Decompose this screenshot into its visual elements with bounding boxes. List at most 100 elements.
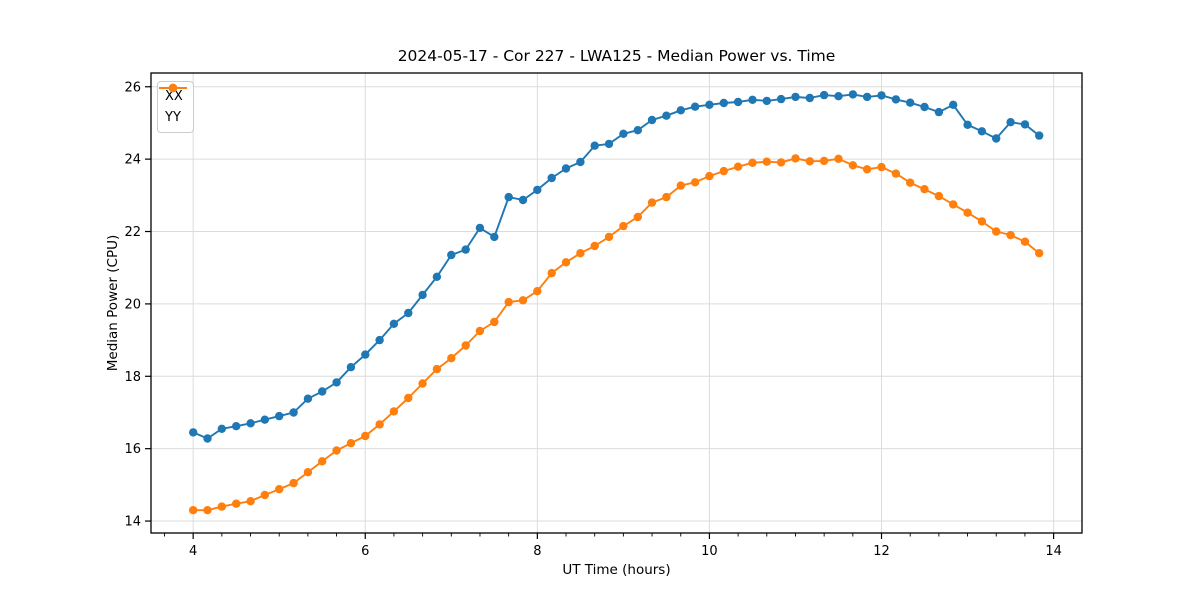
data-point-xx	[1006, 118, 1015, 127]
data-point-yy	[547, 268, 556, 278]
legend-item-yy: YY	[159, 83, 187, 127]
y-tick-label: 20	[124, 297, 141, 312]
x-tick-label: 12	[873, 544, 890, 559]
data-point-xx	[805, 93, 814, 103]
data-point-xx	[504, 192, 513, 202]
axis-ticks	[145, 86, 1055, 539]
data-point-yy	[418, 379, 427, 388]
data-point-yy	[662, 192, 671, 202]
data-point-xx	[977, 127, 987, 136]
data-point-yy	[590, 241, 599, 251]
data-point-yy	[619, 221, 628, 231]
data-point-xx	[318, 387, 327, 396]
data-point-xx	[447, 250, 456, 260]
data-point-xx	[949, 100, 958, 110]
data-point-yy	[1020, 237, 1030, 246]
data-point-yy	[748, 158, 757, 167]
data-point-xx	[590, 141, 599, 150]
data-point-yy	[891, 169, 901, 178]
data-point-xx	[934, 107, 944, 117]
plot-border	[150, 72, 1083, 534]
data-point-yy	[647, 198, 657, 207]
data-point-yy	[490, 317, 499, 327]
data-point-yy	[447, 354, 456, 363]
data-point-yy	[260, 490, 269, 500]
data-point-xx	[217, 424, 226, 433]
x-tick-label: 6	[361, 544, 369, 559]
data-point-yy	[920, 185, 929, 194]
data-point-yy	[461, 341, 470, 350]
data-point-yy	[318, 457, 327, 466]
data-point-xx	[776, 94, 786, 104]
data-point-xx	[389, 319, 399, 328]
data-point-xx	[906, 98, 915, 107]
y-tick-label: 16	[124, 442, 141, 457]
y-tick-label: 18	[124, 370, 141, 385]
data-point-xx	[862, 92, 872, 102]
data-point-xx	[490, 232, 499, 242]
data-point-yy	[791, 154, 800, 163]
data-point-xx	[361, 350, 370, 359]
x-tick-label: 4	[189, 544, 197, 559]
data-point-yy	[189, 506, 198, 515]
data-point-xx	[719, 98, 728, 108]
y-tick-label: 26	[124, 80, 141, 95]
data-point-xx	[418, 290, 427, 300]
data-point-yy	[303, 468, 313, 477]
data-point-yy	[533, 287, 542, 296]
data-point-xx	[246, 419, 255, 428]
data-point-yy	[963, 208, 972, 217]
x-tick-label: 14	[1045, 544, 1062, 559]
data-point-yy	[232, 499, 241, 508]
data-point-yy	[906, 178, 915, 187]
data-point-xx	[404, 308, 413, 318]
data-point-xx	[432, 272, 442, 281]
data-point-xx	[662, 111, 671, 120]
data-point-yy	[604, 232, 614, 242]
data-point-yy	[719, 166, 728, 176]
data-point-yy	[1006, 230, 1015, 240]
data-point-xx	[920, 102, 929, 112]
data-point-yy	[389, 407, 399, 416]
data-point-yy	[877, 162, 886, 172]
data-point-yy	[518, 296, 528, 305]
data-point-yy	[361, 431, 370, 441]
data-point-xx	[819, 90, 829, 100]
x-tick-label: 10	[701, 544, 718, 559]
data-point-xx	[561, 164, 571, 173]
legend: XX YY	[157, 81, 194, 133]
data-point-xx	[189, 428, 198, 437]
legend-line-sample-yy	[159, 83, 187, 93]
data-point-xx	[619, 129, 628, 138]
data-point-xx	[1020, 120, 1030, 129]
data-point-xx	[303, 394, 313, 403]
data-point-xx	[346, 363, 356, 372]
data-point-yy	[776, 158, 786, 167]
data-point-xx	[676, 106, 685, 115]
data-point-xx	[547, 173, 556, 183]
data-point-yy	[834, 154, 843, 163]
data-point-yy	[404, 393, 413, 403]
gridlines	[151, 73, 1082, 533]
data-point-yy	[762, 157, 771, 166]
data-point-yy	[633, 212, 642, 222]
data-point-xx	[834, 92, 843, 101]
data-point-xx	[275, 411, 284, 421]
data-point-xx	[576, 157, 585, 167]
data-point-xx	[518, 195, 528, 205]
data-point-yy	[1035, 249, 1044, 258]
data-point-yy	[819, 156, 829, 166]
data-point-yy	[332, 446, 341, 455]
data-point-xx	[791, 92, 800, 102]
data-point-xx	[533, 185, 542, 195]
chart-title: 2024-05-17 - Cor 227 - LWA125 - Median P…	[397, 47, 836, 65]
data-point-xx	[891, 95, 901, 104]
y-tick-label: 24	[124, 153, 141, 168]
data-point-yy	[977, 217, 987, 226]
x-tick-label: 8	[533, 544, 541, 559]
data-point-xx	[604, 139, 614, 149]
data-point-xx	[762, 96, 771, 106]
data-point-xx	[705, 100, 714, 110]
legend-label-yy: YY	[165, 110, 181, 125]
data-point-yy	[432, 364, 442, 374]
